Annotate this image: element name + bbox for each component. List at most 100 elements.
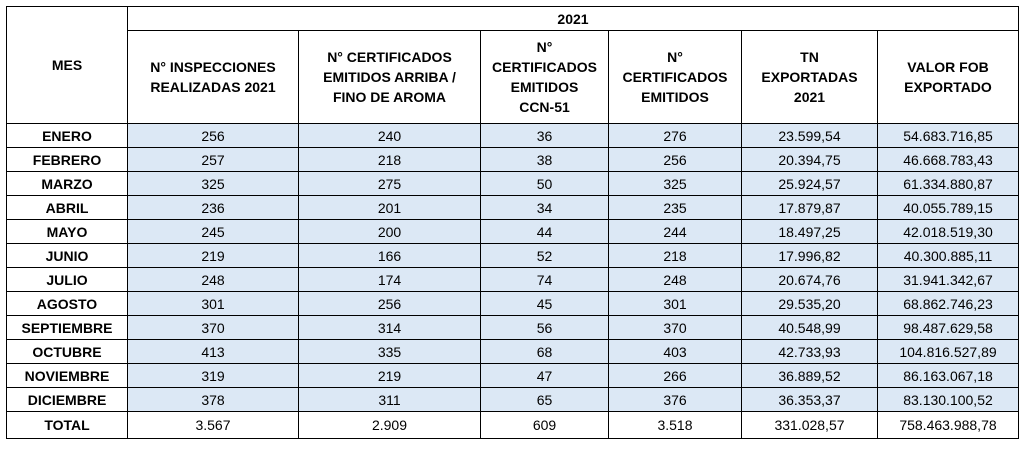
month-cell: MAYO <box>6 219 128 244</box>
valor-fob-cell: 31.941.342,67 <box>877 267 1019 292</box>
header-certificados-ccn51: N° CERTIFICADOS EMITIDOS CCN-51 <box>480 30 609 124</box>
tn-exportadas-cell: 23.599,54 <box>741 123 878 148</box>
header-certificados-arriba: N° CERTIFICADOS EMITIDOS ARRIBA / FINO D… <box>298 30 481 124</box>
total-certificados-emitidos-cell: 3.518 <box>608 411 742 439</box>
tn-exportadas-cell: 17.879,87 <box>741 195 878 220</box>
inspecciones-cell: 301 <box>127 291 299 316</box>
tn-exportadas-cell: 29.535,20 <box>741 291 878 316</box>
total-tn-exportadas-cell: 331.028,57 <box>741 411 878 439</box>
month-cell: ABRIL <box>6 195 128 220</box>
inspecciones-cell: 370 <box>127 315 299 340</box>
inspecciones-cell: 413 <box>127 339 299 364</box>
table-row: JULIO 248 174 74 248 20.674,76 31.941.342,67 <box>6 267 1019 292</box>
total-inspecciones-cell: 3.567 <box>127 411 299 439</box>
valor-fob-cell: 40.055.789,15 <box>877 195 1019 220</box>
valor-fob-cell: 83.130.100,52 <box>877 387 1019 412</box>
tn-exportadas-cell: 20.674,76 <box>741 267 878 292</box>
certificados-ccn51-cell: 50 <box>480 171 609 196</box>
month-cell: MARZO <box>6 171 128 196</box>
total-certificados-ccn51-cell: 609 <box>480 411 609 439</box>
table-row: NOVIEMBRE 319 219 47 266 36.889,52 86.163.067,… <box>6 363 1019 388</box>
table-row: DICIEMBRE 378 311 65 376 36.353,37 83.130.100,… <box>6 387 1019 412</box>
inspecciones-cell: 325 <box>127 171 299 196</box>
header-mes: MES <box>6 6 128 124</box>
certificados-ccn51-cell: 45 <box>480 291 609 316</box>
header-inspecciones: N° INSPECCIONES REALIZADAS 2021 <box>127 30 299 124</box>
valor-fob-cell: 68.862.746,23 <box>877 291 1019 316</box>
certificados-ccn51-cell: 47 <box>480 363 609 388</box>
certificados-arriba-cell: 200 <box>298 219 481 244</box>
certificados-ccn51-cell: 65 <box>480 387 609 412</box>
certificados-emitidos-cell: 403 <box>608 339 742 364</box>
certificados-arriba-cell: 174 <box>298 267 481 292</box>
certificados-ccn51-cell: 34 <box>480 195 609 220</box>
certificados-arriba-cell: 219 <box>298 363 481 388</box>
month-cell: NOVIEMBRE <box>6 363 128 388</box>
month-cell: JUNIO <box>6 243 128 268</box>
tn-exportadas-cell: 42.733,93 <box>741 339 878 364</box>
certificados-arriba-cell: 335 <box>298 339 481 364</box>
month-cell: DICIEMBRE <box>6 387 128 412</box>
month-cell: JULIO <box>6 267 128 292</box>
table-row: JUNIO 219 166 52 218 17.996,82 40.300.885,11 <box>6 243 1019 268</box>
certificados-arriba-cell: 256 <box>298 291 481 316</box>
table-body: ENERO 256 240 36 276 23.599,54 54.683.716,85 FE… <box>6 123 1019 439</box>
table-row: AGOSTO 301 256 45 301 29.535,20 68.862.746,23 <box>6 291 1019 316</box>
valor-fob-cell: 86.163.067,18 <box>877 363 1019 388</box>
certificados-ccn51-cell: 36 <box>480 123 609 148</box>
tn-exportadas-cell: 17.996,82 <box>741 243 878 268</box>
valor-fob-cell: 46.668.783,43 <box>877 147 1019 172</box>
certificados-emitidos-cell: 266 <box>608 363 742 388</box>
inspecciones-cell: 256 <box>127 123 299 148</box>
certificados-arriba-cell: 201 <box>298 195 481 220</box>
total-row: TOTAL 3.567 2.909 609 3.518 331.028,57 758.463… <box>6 411 1019 439</box>
certificados-arriba-cell: 311 <box>298 387 481 412</box>
table-row: ABRIL 236 201 34 235 17.879,87 40.055.789,15 <box>6 195 1019 220</box>
inspecciones-cell: 319 <box>127 363 299 388</box>
certificados-emitidos-cell: 248 <box>608 267 742 292</box>
tn-exportadas-cell: 40.548,99 <box>741 315 878 340</box>
valor-fob-cell: 98.487.629,58 <box>877 315 1019 340</box>
valor-fob-cell: 54.683.716,85 <box>877 123 1019 148</box>
certificados-emitidos-cell: 235 <box>608 195 742 220</box>
certificados-ccn51-cell: 38 <box>480 147 609 172</box>
certificados-emitidos-cell: 256 <box>608 147 742 172</box>
certificados-emitidos-cell: 325 <box>608 171 742 196</box>
month-cell: ENERO <box>6 123 128 148</box>
tn-exportadas-cell: 25.924,57 <box>741 171 878 196</box>
inspecciones-cell: 248 <box>127 267 299 292</box>
header-certificados-emitidos: N° CERTIFICADOS EMITIDOS <box>608 30 742 124</box>
tn-exportadas-cell: 18.497,25 <box>741 219 878 244</box>
certificados-emitidos-cell: 244 <box>608 219 742 244</box>
month-cell: OCTUBRE <box>6 339 128 364</box>
inspecciones-cell: 378 <box>127 387 299 412</box>
certificados-emitidos-cell: 301 <box>608 291 742 316</box>
inspecciones-cell: 236 <box>127 195 299 220</box>
valor-fob-cell: 42.018.519,30 <box>877 219 1019 244</box>
tn-exportadas-cell: 36.889,52 <box>741 363 878 388</box>
certificados-arriba-cell: 218 <box>298 147 481 172</box>
table-row: SEPTIEMBRE 370 314 56 370 40.548,99 98.487.629… <box>6 315 1019 340</box>
month-cell: FEBRERO <box>6 147 128 172</box>
certificados-arriba-cell: 240 <box>298 123 481 148</box>
certificados-ccn51-cell: 68 <box>480 339 609 364</box>
tn-exportadas-cell: 36.353,37 <box>741 387 878 412</box>
certificados-ccn51-cell: 52 <box>480 243 609 268</box>
valor-fob-cell: 104.816.527,89 <box>877 339 1019 364</box>
month-cell: AGOSTO <box>6 291 128 316</box>
inspecciones-cell: 245 <box>127 219 299 244</box>
month-cell: SEPTIEMBRE <box>6 315 128 340</box>
certificados-arriba-cell: 314 <box>298 315 481 340</box>
cocoa-exports-table: MES 2021 N° INSPECCIONES REALIZADAS 2021… <box>6 6 1019 439</box>
certificados-ccn51-cell: 74 <box>480 267 609 292</box>
table-row: OCTUBRE 413 335 68 403 42.733,93 104.816.527,8… <box>6 339 1019 364</box>
certificados-emitidos-cell: 218 <box>608 243 742 268</box>
total-valor-fob-cell: 758.463.988,78 <box>877 411 1019 439</box>
table-row: ENERO 256 240 36 276 23.599,54 54.683.716,85 <box>6 123 1019 148</box>
valor-fob-cell: 61.334.880,87 <box>877 171 1019 196</box>
inspecciones-cell: 219 <box>127 243 299 268</box>
valor-fob-cell: 40.300.885,11 <box>877 243 1019 268</box>
table-row: MAYO 245 200 44 244 18.497,25 42.018.519,30 <box>6 219 1019 244</box>
certificados-emitidos-cell: 370 <box>608 315 742 340</box>
tn-exportadas-cell: 20.394,75 <box>741 147 878 172</box>
